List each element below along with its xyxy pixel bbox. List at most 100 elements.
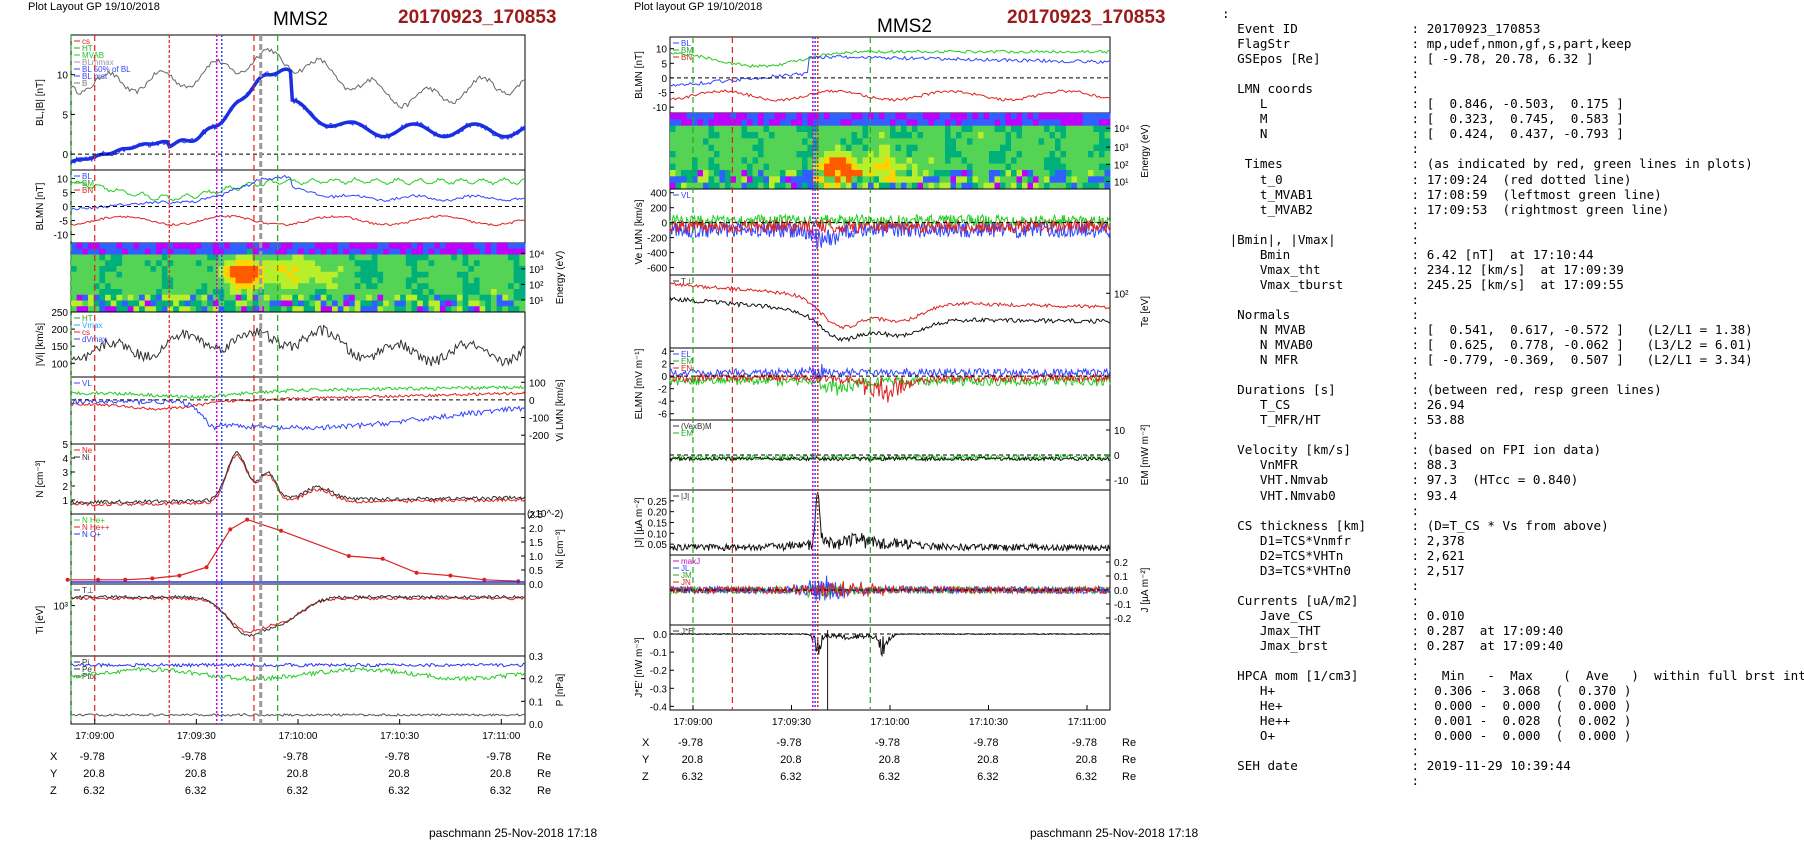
spectrogram-cell — [758, 170, 764, 177]
spectrogram-cell — [93, 306, 100, 313]
spectrogram-cell — [110, 306, 117, 313]
spectrogram-cell — [71, 271, 78, 278]
spectrogram-cell — [681, 125, 687, 133]
legend-entry: JL — [681, 564, 690, 573]
spectrogram-cell — [201, 271, 208, 278]
spectrogram-cell — [434, 260, 441, 267]
spectrogram-cell — [105, 254, 112, 261]
spectrogram-cell — [802, 125, 808, 133]
spectrogram-cell — [675, 138, 682, 146]
spectrogram-cell — [769, 144, 775, 152]
spectrogram-cell — [241, 283, 248, 290]
spectrogram-cell — [1022, 151, 1028, 158]
x-tick-label: 17:09:00 — [674, 717, 713, 728]
spectrogram-cell — [719, 163, 726, 171]
spectrogram-cell — [428, 254, 435, 261]
spectrogram-cell — [224, 260, 231, 267]
spectrogram-cell — [122, 254, 129, 261]
spectrogram-cell — [417, 260, 424, 267]
y-axis-label: Vi LMN [km/s] — [555, 379, 566, 441]
spectrogram-cell — [184, 254, 191, 261]
spectrogram-cell — [195, 260, 203, 267]
info-line: : — [1222, 6, 1230, 21]
he-pp-point — [177, 573, 182, 578]
spectrogram-cell — [895, 170, 902, 177]
spectrogram-cell — [697, 125, 704, 133]
spectrogram-cell — [366, 283, 373, 290]
spectrogram-cell — [675, 119, 682, 127]
spectrogram-cell — [405, 266, 412, 273]
he-pp-line — [67, 518, 519, 582]
spectrogram-cell — [195, 306, 203, 313]
spectrogram-cell — [207, 306, 214, 313]
info-line: He+ : 0.000 - 0.000 ( 0.000 ) — [1222, 698, 1632, 714]
spectrogram-cell — [884, 170, 891, 177]
spectrogram-cell — [813, 157, 819, 165]
spectrogram-cell — [956, 125, 962, 133]
spectrogram-cell — [292, 260, 299, 267]
spectrogram-cell — [895, 138, 902, 146]
spectrogram-cell — [235, 289, 242, 296]
spectrogram-cell — [93, 294, 100, 301]
y-tick-label: 1 — [62, 496, 68, 507]
spectrogram-cell — [99, 266, 106, 273]
spectrogram-cell — [451, 306, 458, 313]
spectrogram-cell — [1027, 113, 1034, 120]
spectrogram-cell — [862, 132, 869, 139]
spectrogram-cell — [1099, 113, 1105, 120]
pos-row-value: 6.32 — [780, 771, 801, 783]
spectrogram-cell — [473, 300, 481, 307]
spectrogram-cell — [212, 271, 220, 278]
legend-entry: VL — [681, 191, 691, 200]
spectrogram-cell — [972, 119, 979, 127]
spectrogram-cell — [1066, 119, 1072, 127]
spectrogram-cell — [496, 260, 503, 267]
spectrogram-cell — [439, 294, 447, 301]
x-tick-label: 17:11:00 — [1068, 717, 1107, 728]
spectrogram-cell — [714, 138, 720, 146]
spectrogram-cell — [513, 271, 520, 278]
middle-footer: paschmann 25-Nov-2018 17:18 — [1030, 826, 1199, 840]
spectrogram-cell — [879, 157, 885, 165]
spectrogram-cell — [670, 132, 676, 139]
info-line: : — [1222, 291, 1420, 307]
spectrogram-cell — [144, 266, 151, 273]
spectrogram-cell — [269, 306, 276, 313]
spectrogram-cell — [161, 306, 168, 313]
spectrogram-cell — [697, 119, 704, 127]
spectrogram-cell — [1033, 151, 1039, 158]
spectrogram-cell — [785, 144, 792, 152]
spectrogram-cell — [292, 271, 299, 278]
spectrogram-cell — [912, 138, 918, 146]
spectrogram-cell — [703, 176, 709, 184]
spectrogram-cell — [150, 277, 157, 284]
info-line: N : [ 0.424, 0.437, -0.793 ] — [1222, 126, 1624, 142]
x-tick-label: 17:09:30 — [177, 731, 216, 742]
spectrogram-cell — [928, 132, 935, 139]
spectrogram-cell — [1016, 132, 1023, 139]
spectrogram-cell — [1038, 163, 1045, 171]
spectrogram-cell — [1016, 113, 1023, 120]
spectrogram-cell — [906, 176, 913, 184]
data-series-line — [70, 67, 526, 165]
spectrogram-cell — [714, 132, 720, 139]
spectrogram-cell — [263, 266, 271, 273]
spectrogram-cell — [686, 170, 693, 177]
y-tick-label: 250 — [51, 308, 68, 319]
info-line: Vmax_tht : 234.12 [km/s] at 17:09:39 — [1222, 261, 1624, 277]
spectrogram-cell — [939, 182, 946, 190]
spectrogram-cell — [303, 306, 310, 313]
spectrogram-cell — [983, 170, 990, 177]
spectrogram-cell — [1060, 125, 1067, 133]
spectrogram-cell — [1071, 144, 1078, 152]
info-line: : — [1222, 743, 1420, 759]
spectrogram-cell — [167, 306, 174, 313]
spectrogram-cell — [840, 138, 847, 146]
legend-entry: N O+ — [82, 530, 101, 539]
spectrogram-cell — [394, 277, 401, 284]
info-line: D2=TCS*VHTn : 2,621 — [1222, 547, 1465, 563]
spectrogram-cell — [780, 151, 786, 158]
y-axis-label: |J| [µA m⁻²] — [634, 497, 645, 547]
spectrogram-cell — [366, 254, 373, 261]
spectrogram-cell — [945, 163, 951, 171]
